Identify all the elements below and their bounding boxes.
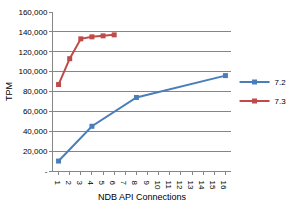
svg-text:16: 16 (219, 181, 228, 190)
svg-text:5: 5 (97, 181, 106, 186)
svg-text:NDB API Connections: NDB API Connections (98, 192, 187, 202)
svg-text:120,000: 120,000 (18, 48, 47, 57)
svg-text:1: 1 (53, 181, 62, 186)
svg-text:40,000: 40,000 (23, 127, 48, 136)
svg-text:3: 3 (75, 181, 84, 186)
svg-text:15: 15 (208, 181, 217, 190)
svg-text:7.3: 7.3 (275, 97, 287, 106)
svg-text:9: 9 (142, 181, 151, 186)
svg-text:8: 8 (130, 181, 139, 186)
svg-text:6: 6 (108, 181, 117, 186)
svg-text:14: 14 (197, 181, 206, 190)
svg-text:80,000: 80,000 (23, 87, 48, 96)
svg-text:12: 12 (175, 181, 184, 190)
svg-text:2: 2 (64, 181, 73, 186)
svg-text:20,000: 20,000 (23, 147, 48, 156)
svg-text:160,000: 160,000 (18, 8, 47, 17)
svg-text:7.2: 7.2 (275, 78, 287, 87)
svg-text:60,000: 60,000 (23, 107, 48, 116)
svg-text:TPM: TPM (4, 82, 14, 101)
svg-text:11: 11 (164, 181, 173, 190)
svg-text:10: 10 (153, 181, 162, 190)
svg-text:100,000: 100,000 (18, 67, 47, 76)
svg-text:140,000: 140,000 (18, 28, 47, 37)
svg-text:13: 13 (186, 181, 195, 190)
svg-text:4: 4 (86, 181, 95, 186)
svg-text:-: - (45, 167, 48, 176)
svg-text:7: 7 (119, 181, 128, 186)
